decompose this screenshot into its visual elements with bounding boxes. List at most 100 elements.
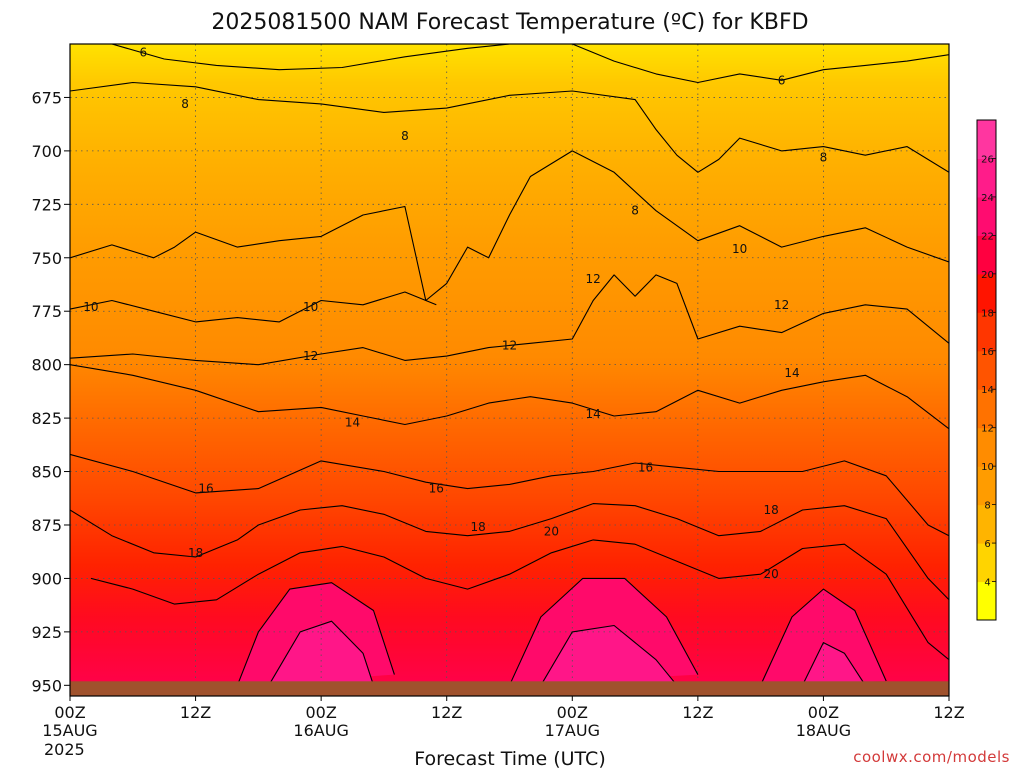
y-tick-label-925: 925 bbox=[31, 623, 62, 642]
contour-label-18-21: 18 bbox=[763, 503, 778, 517]
isotherm-6-0 bbox=[111, 44, 510, 71]
x-tick-label-1: 12Z bbox=[180, 703, 211, 722]
y-tick-label-850: 850 bbox=[31, 463, 62, 482]
x-tick-label-0: 00Z bbox=[54, 703, 85, 722]
contour-label-10-7: 10 bbox=[303, 300, 318, 314]
isotherm-10-3 bbox=[70, 150, 949, 302]
y-tick-label-800: 800 bbox=[31, 356, 62, 375]
contour-label-12-9: 12 bbox=[303, 349, 318, 363]
isotherm-24-14 bbox=[540, 624, 678, 686]
x-axis-label: Forecast Time (UTC) bbox=[414, 748, 605, 768]
isotherm-labels: 6 6 8 8 8 8 10 10 10 12 12 12 12 14 14 14 16 16 16 18 18 18 20… bbox=[83, 46, 827, 582]
contour-label-8-3: 8 bbox=[401, 129, 409, 143]
contour-label-12-10: 12 bbox=[502, 338, 517, 352]
colorbar-label-18: 18 bbox=[981, 308, 994, 319]
contour-label-16-18: 16 bbox=[638, 460, 653, 474]
contour-label-16-16: 16 bbox=[198, 482, 213, 496]
x-tick-date-4: 17AUG bbox=[545, 721, 600, 740]
colorbar-label-24: 24 bbox=[981, 193, 994, 204]
contour-label-20-22: 20 bbox=[544, 524, 559, 538]
colorbar-swatch-6 bbox=[977, 350, 996, 390]
warm-cores bbox=[237, 578, 887, 686]
isotherm-10-4 bbox=[70, 291, 437, 323]
x-tick-date-0: 15AUG bbox=[42, 721, 97, 740]
x-tick-label-7: 12Z bbox=[933, 703, 964, 722]
contour-label-20-23: 20 bbox=[763, 567, 778, 581]
isotherm-6-1 bbox=[572, 44, 949, 84]
y-tick-label-725: 725 bbox=[31, 195, 62, 214]
colorbar-label-10: 10 bbox=[981, 462, 994, 473]
contour-label-12-12: 12 bbox=[774, 298, 789, 312]
colorbar: 4 6 8 10 12 14 16 18 20 22 24 26 bbox=[976, 119, 997, 621]
x-tick-year-0: 2025 bbox=[44, 740, 85, 759]
colorbar-label-16: 16 bbox=[981, 347, 994, 358]
temperature-field bbox=[70, 44, 949, 696]
warm-core-22-2 bbox=[760, 589, 887, 686]
contour-label-8-2: 8 bbox=[181, 97, 189, 111]
contour-label-6-0: 6 bbox=[139, 46, 147, 60]
contour-label-18-19: 18 bbox=[188, 546, 203, 560]
isotherm-18-8 bbox=[70, 503, 949, 601]
colorbar-frame bbox=[976, 119, 997, 621]
colorbar-swatch-1 bbox=[977, 543, 996, 583]
plot-frame bbox=[69, 43, 950, 697]
y-tick-label-700: 700 bbox=[31, 142, 62, 161]
isotherm-24-13 bbox=[268, 620, 375, 686]
contour-label-10-8: 10 bbox=[732, 242, 747, 256]
contour-label-14-15: 14 bbox=[784, 366, 799, 380]
colorbar-label-22: 22 bbox=[981, 231, 994, 242]
y-tick-label-775: 775 bbox=[31, 302, 62, 321]
colorbar-swatch-2 bbox=[977, 504, 996, 544]
colorbar-swatch-3 bbox=[977, 466, 996, 506]
contour-label-18-20: 18 bbox=[470, 520, 485, 534]
contour-label-10-6: 10 bbox=[83, 300, 98, 314]
colorbar-swatch-4 bbox=[977, 427, 996, 467]
isotherm-14-6 bbox=[70, 364, 949, 430]
chart-title: 2025081500 NAM Forecast Temperature (ºC)… bbox=[211, 10, 808, 35]
isotherm-12-5 bbox=[70, 274, 949, 366]
ground-surface bbox=[70, 681, 949, 696]
colorbar-swatch-8 bbox=[977, 273, 996, 313]
colorbar-label-6: 6 bbox=[984, 539, 990, 550]
plot-area: 6 6 8 8 8 8 10 10 10 12 12 12 12 14 14 14 16 16 16 18 18 18 20… bbox=[70, 44, 949, 696]
colorbar-label-12: 12 bbox=[981, 424, 994, 435]
y-tick-label-825: 825 bbox=[31, 409, 62, 428]
colorbar-swatch-12 bbox=[977, 120, 996, 159]
colorbar-swatch-11 bbox=[977, 158, 996, 198]
isotherm-24-15 bbox=[802, 642, 866, 686]
x-tick-label-2: 00Z bbox=[305, 703, 336, 722]
y-tick-label-875: 875 bbox=[31, 516, 62, 535]
colorbar-label-26: 26 bbox=[981, 155, 994, 166]
isotherm-lines bbox=[70, 44, 949, 686]
x-tick-label-6: 00Z bbox=[808, 703, 839, 722]
contour-label-12-11: 12 bbox=[586, 272, 601, 286]
isotherm-22-10 bbox=[236, 582, 395, 686]
y-axis: 675 700 725 750 775 800 825 850 875 900 925 950 bbox=[31, 88, 70, 695]
y-tick-label-750: 750 bbox=[31, 249, 62, 268]
colorbar-swatch-5 bbox=[977, 389, 996, 429]
x-tick-label-5: 12Z bbox=[682, 703, 713, 722]
colorbar-swatch-10 bbox=[977, 196, 996, 236]
contour-label-16-17: 16 bbox=[429, 482, 444, 496]
contour-label-14-14: 14 bbox=[586, 407, 601, 421]
y-tick-label-900: 900 bbox=[31, 569, 62, 588]
colorbar-label-20: 20 bbox=[981, 270, 994, 281]
x-tick-date-6: 18AUG bbox=[796, 721, 851, 740]
colorbar-swatch-0 bbox=[977, 581, 996, 621]
x-tick-label-3: 12Z bbox=[431, 703, 462, 722]
warm-core-24-4 bbox=[540, 625, 677, 686]
colorbar-label-4: 4 bbox=[984, 578, 990, 589]
y-tick-label-950: 950 bbox=[31, 676, 62, 695]
colorbar-label-14: 14 bbox=[981, 385, 994, 396]
contour-label-6-1: 6 bbox=[778, 73, 786, 87]
x-tick-date-2: 16AUG bbox=[293, 721, 348, 740]
isotherm-16-7 bbox=[70, 453, 949, 537]
contour-label-14-13: 14 bbox=[345, 415, 360, 429]
isotherm-20-9 bbox=[90, 539, 949, 661]
warm-core-24-3 bbox=[268, 621, 374, 686]
contour-label-8-5: 8 bbox=[820, 150, 828, 164]
isotherm-22-11 bbox=[509, 577, 699, 686]
colorbar-label-8: 8 bbox=[984, 501, 990, 512]
